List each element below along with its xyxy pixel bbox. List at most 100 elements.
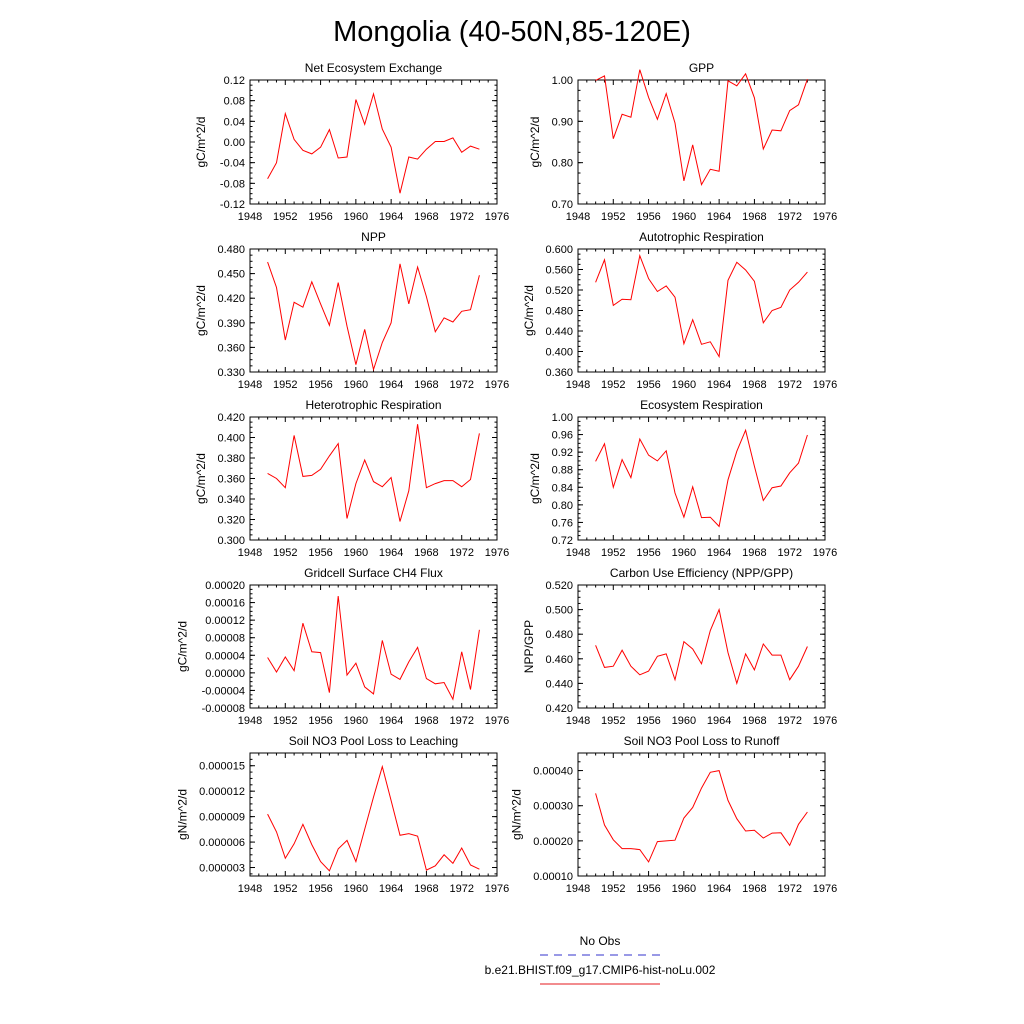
x-tick-label: 1948 — [238, 547, 262, 559]
x-tick-label: 1960 — [344, 883, 368, 895]
y-tick-label: 0.000006 — [199, 837, 245, 849]
panel-title: Soil NO3 Pool Loss to Leaching — [289, 734, 458, 748]
y-tick-label: 0.420 — [217, 412, 245, 424]
legend-label: No Obs — [580, 934, 621, 948]
x-tick-label: 1964 — [707, 211, 731, 223]
y-tick-label: 0.04 — [224, 116, 245, 128]
plot-frame — [249, 248, 498, 373]
x-tick-label: 1968 — [414, 379, 438, 391]
x-tick-label: 1968 — [742, 715, 766, 727]
y-tick-label: 0.460 — [545, 654, 573, 666]
y-tick-label: 0.000003 — [199, 863, 245, 875]
y-tick-label: 0.92 — [552, 447, 573, 459]
y-tick-label: 0.360 — [545, 367, 573, 379]
y-tick-label: 0.500 — [545, 605, 573, 617]
chart-panel-5: 1948 1952 1956 1960 1964 1968 1972 1976 0.300 0.3… — [194, 398, 509, 559]
x-tick-label: 1952 — [601, 379, 625, 391]
x-tick-label: 1964 — [707, 883, 731, 895]
panel-title: Carbon Use Efficiency (NPP/GPP) — [610, 566, 793, 580]
x-tick-label: 1952 — [273, 883, 297, 895]
x-tick-label: 1964 — [379, 379, 403, 391]
panel-title: Heterotrophic Respiration — [305, 398, 441, 412]
y-tick-label: 0.84 — [552, 482, 573, 494]
x-tick-label: 1972 — [449, 883, 473, 895]
y-axis-label: gN/m^2/d — [175, 789, 189, 840]
y-axis-label: gC/m^2/d — [522, 285, 536, 336]
y-tick-label: 0.390 — [217, 318, 245, 330]
series-line — [267, 424, 480, 522]
y-tick-label: 0.00016 — [205, 598, 245, 610]
y-tick-label: 0.00000 — [205, 668, 245, 680]
series-line — [595, 770, 808, 863]
y-tick-label: 0.340 — [217, 494, 245, 506]
y-tick-label: 0.90 — [552, 116, 573, 128]
x-tick-label: 1960 — [672, 211, 696, 223]
y-tick-label: -0.08 — [220, 178, 245, 190]
series-line — [267, 91, 480, 194]
y-tick-label: 0.00 — [224, 137, 245, 149]
x-tick-label: 1952 — [601, 211, 625, 223]
x-tick-label: 1952 — [273, 715, 297, 727]
y-tick-label: 0.00010 — [533, 871, 573, 883]
plot-frame — [249, 584, 498, 709]
x-tick-label: 1976 — [485, 211, 509, 223]
y-tick-label: 0.00008 — [205, 633, 245, 645]
x-tick-label: 1976 — [485, 379, 509, 391]
x-tick-label: 1972 — [777, 715, 801, 727]
x-tick-label: 1964 — [379, 715, 403, 727]
panel-title: Autotrophic Respiration — [639, 230, 764, 244]
y-tick-label: 0.480 — [217, 244, 245, 256]
chart-panel-2: 1948 1952 1956 1960 1964 1968 1972 1976 0.70 0.80… — [528, 61, 837, 223]
series-line — [267, 764, 480, 872]
x-tick-label: 1956 — [308, 211, 332, 223]
x-tick-label: 1976 — [485, 547, 509, 559]
x-tick-label: 1972 — [449, 715, 473, 727]
y-tick-label: 0.440 — [545, 678, 573, 690]
y-tick-label: -0.00004 — [202, 685, 245, 697]
y-axis-label: gC/m^2/d — [194, 285, 208, 336]
y-tick-label: 0.80 — [552, 158, 573, 170]
x-tick-label: 1956 — [636, 715, 660, 727]
chart-panel-3: 1948 1952 1956 1960 1964 1968 1972 1976 0.330 0.3… — [194, 230, 509, 391]
series-line — [267, 261, 480, 372]
y-tick-label: 0.360 — [217, 474, 245, 486]
chart-panel-9: 1948 1952 1956 1960 1964 1968 1972 1976 0.000003… — [175, 734, 509, 895]
y-tick-label: 0.440 — [545, 326, 573, 338]
x-tick-label: 1960 — [344, 211, 368, 223]
x-tick-label: 1972 — [777, 883, 801, 895]
series-line — [595, 428, 808, 528]
y-axis-label: gC/m^2/d — [194, 117, 208, 168]
y-tick-label: 0.000015 — [199, 761, 245, 773]
x-tick-label: 1976 — [813, 883, 837, 895]
y-tick-label: 0.76 — [552, 517, 573, 529]
y-tick-label: 0.400 — [217, 433, 245, 445]
y-tick-label: 0.480 — [545, 306, 573, 318]
x-tick-label: 1948 — [566, 547, 590, 559]
series-line — [595, 253, 808, 359]
plot-frame — [577, 416, 826, 541]
y-tick-label: -0.04 — [220, 158, 245, 170]
x-tick-label: 1960 — [344, 715, 368, 727]
x-tick-label: 1972 — [449, 211, 473, 223]
y-tick-label: 0.000009 — [199, 812, 245, 824]
panel-title: GPP — [689, 61, 714, 75]
x-tick-label: 1964 — [379, 883, 403, 895]
y-axis-label: gC/m^2/d — [528, 117, 542, 168]
y-tick-label: 0.520 — [545, 285, 573, 297]
x-tick-label: 1956 — [308, 715, 332, 727]
series-line — [595, 69, 808, 186]
y-tick-label: 0.70 — [552, 199, 573, 211]
y-axis-label: gC/m^2/d — [194, 453, 208, 504]
x-tick-label: 1948 — [566, 379, 590, 391]
x-tick-label: 1948 — [238, 883, 262, 895]
y-tick-label: 0.480 — [545, 629, 573, 641]
panel-title: Ecosystem Respiration — [640, 398, 763, 412]
legend-label: b.e21.BHIST.f09_g17.CMIP6-hist-noLu.002 — [485, 963, 716, 977]
x-tick-label: 1956 — [308, 547, 332, 559]
x-tick-label: 1964 — [707, 715, 731, 727]
legend: No Obs b.e21.BHIST.f09_g17.CMIP6-hist-noL… — [485, 934, 716, 985]
x-tick-label: 1948 — [238, 379, 262, 391]
y-axis-label: gC/m^2/d — [528, 453, 542, 504]
chart-panel-4: 1948 1952 1956 1960 1964 1968 1972 1976 0.360 0.4… — [522, 230, 837, 391]
chart-panel-1: 1948 1952 1956 1960 1964 1968 1972 1976 -0.12 -0.… — [194, 61, 509, 223]
